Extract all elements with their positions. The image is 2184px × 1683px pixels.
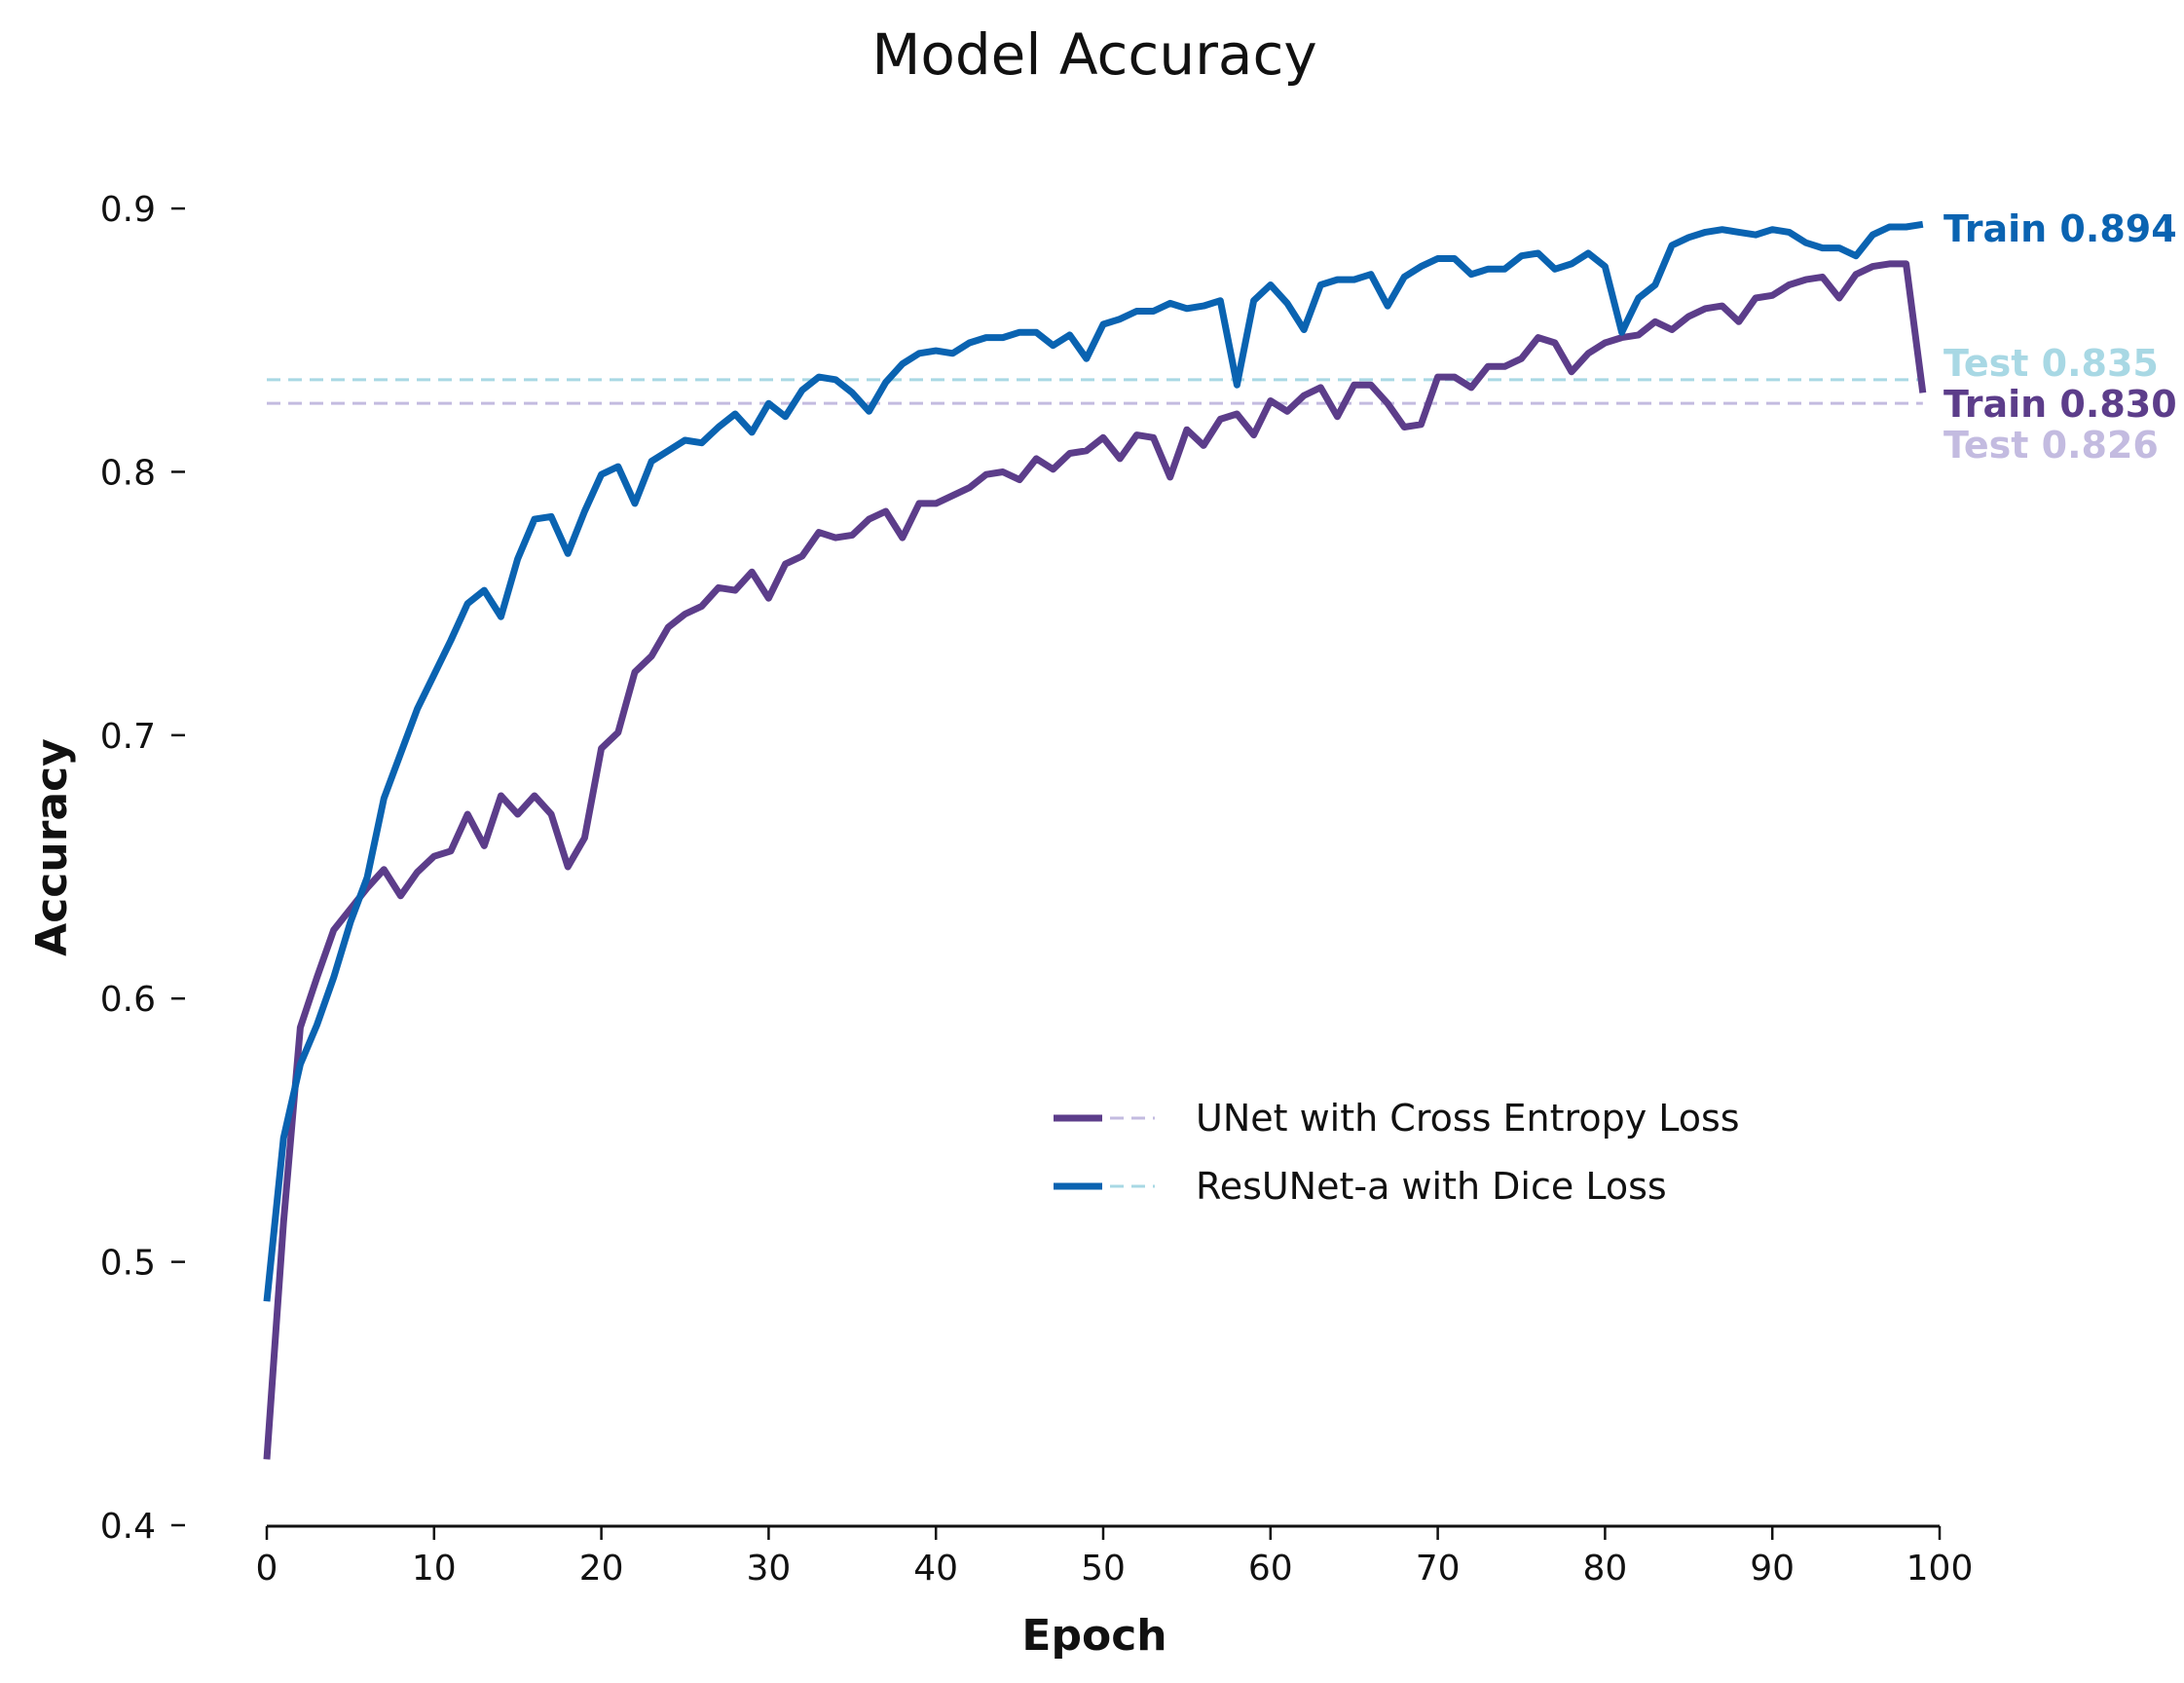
y-tick-label: 0.4: [100, 1507, 156, 1547]
train-line-unet: [263, 260, 1927, 1460]
y-tick-label: 0.9: [100, 190, 156, 230]
y-tick-label: 0.7: [100, 717, 156, 757]
x-tick-label: 60: [1248, 1549, 1293, 1589]
y-tick-label: 0.5: [100, 1244, 156, 1284]
x-tick-label: 90: [1750, 1549, 1795, 1589]
legend: UNet with Cross Entropy Loss ResUNet-a wi…: [1054, 1097, 1740, 1208]
train-label-resunet: Train 0.894: [1943, 207, 2177, 250]
x-tick-label: 70: [1416, 1549, 1461, 1589]
legend-label-resunet: ResUNet-a with Dice Loss: [1196, 1165, 1667, 1208]
x-tick-label: 20: [579, 1549, 624, 1589]
x-tick-label: 50: [1081, 1549, 1126, 1589]
train-label-unet: Train 0.830: [1943, 383, 2177, 426]
axes: 0 10 20 30 40 50 60 70 80 90 100 0.4 0.5 0.6 0.7 0.8 0.9: [100, 190, 1974, 1589]
x-tick-label: 40: [913, 1549, 958, 1589]
x-tick-label: 30: [746, 1549, 791, 1589]
test-label-resunet: Test 0.835: [1943, 342, 2159, 385]
train-line-resunet: [263, 220, 1924, 1302]
test-reference-lines: [267, 378, 1923, 405]
x-tick-label: 80: [1582, 1549, 1627, 1589]
legend-label-unet: UNet with Cross Entropy Loss: [1196, 1097, 1740, 1140]
series-lines: [263, 220, 1927, 1460]
x-axis-label: Epoch: [1021, 1611, 1166, 1661]
y-axis-label: Accuracy: [27, 738, 77, 956]
x-tick-label: 100: [1906, 1549, 1974, 1589]
chart-title: Model Accuracy: [871, 21, 1316, 88]
y-tick-label: 0.6: [100, 980, 156, 1020]
x-tick-label: 10: [412, 1549, 457, 1589]
test-label-unet: Test 0.826: [1943, 424, 2159, 467]
x-tick-label: 0: [256, 1549, 278, 1589]
y-tick-label: 0.8: [100, 453, 156, 493]
